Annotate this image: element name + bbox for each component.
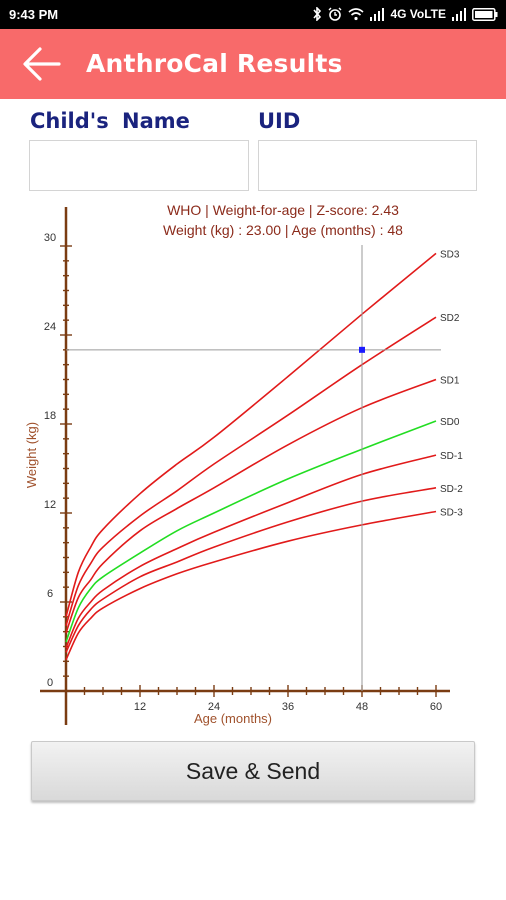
curve-sd0 — [65, 420, 437, 643]
curve-sd3 — [65, 252, 437, 618]
status-time: 9:43 PM — [9, 7, 59, 22]
x-tick-label: 36 — [282, 701, 294, 713]
x-axis-label: Age (months) — [194, 711, 272, 726]
x-tick-label: 48 — [356, 701, 368, 713]
y-axis-label: Weight (kg) — [24, 422, 39, 488]
curve-label-sd1: SD1 — [440, 376, 460, 387]
curve-label-sd2: SD2 — [440, 313, 460, 324]
back-button[interactable] — [18, 43, 66, 85]
status-icons: 4G VoLTE — [312, 7, 498, 21]
child-data-point — [359, 346, 365, 353]
axis-ticks: 12 24 36 48 60 0 6 12 18 24 30 — [44, 232, 442, 713]
curve-sdminus1 — [65, 454, 437, 649]
y-tick-label: 18 — [44, 410, 56, 422]
page-title: AnthroCal Results — [86, 49, 343, 78]
x-tick-label: 12 — [134, 701, 146, 713]
signal-icon — [452, 7, 466, 21]
save-send-button[interactable]: Save & Send — [31, 741, 475, 801]
y-tick-label: 30 — [44, 232, 56, 244]
network-label: 4G VoLTE — [390, 7, 446, 21]
crosshair — [66, 245, 441, 691]
curve-label-sdminus3: SD-3 — [440, 508, 463, 519]
x-tick-label: 24 — [208, 701, 220, 713]
curve-sd2 — [65, 316, 437, 626]
curve-label-sdminus2: SD-2 — [440, 484, 463, 495]
curve-label-sd3: SD3 — [440, 249, 460, 260]
y-tick-label: 12 — [44, 499, 56, 511]
bluetooth-icon — [313, 7, 322, 21]
curve-sd1 — [65, 378, 437, 634]
signal-icon — [370, 7, 385, 21]
weight-for-age-chart: WHO | Weight-for-age | Z-score: 2.43 Wei… — [24, 202, 463, 726]
curve-sdminus3 — [65, 510, 437, 661]
uid-label: UID — [258, 109, 301, 133]
alarm-icon — [328, 7, 342, 21]
child-name-field[interactable] — [29, 140, 249, 191]
sd-curves: SD3 SD2 SD1 SD0 SD-1 SD-2 SD-3 — [65, 249, 463, 661]
y-tick-label: 24 — [44, 321, 56, 333]
child-name-label: Child's Name — [30, 109, 190, 133]
curve-sdminus2 — [65, 487, 437, 653]
curve-label-sd0: SD0 — [440, 417, 460, 428]
y-tick-label: 6 — [47, 588, 53, 600]
uid-field[interactable] — [258, 140, 477, 191]
status-bar: 9:43 PM 4G VoLTE — [0, 0, 506, 29]
chart-title: WHO | Weight-for-age | Z-score: 2.43 — [167, 202, 399, 218]
wifi-icon — [348, 7, 364, 20]
y-tick-label: 0 — [47, 677, 53, 689]
battery-icon — [472, 7, 498, 21]
x-tick-label: 60 — [430, 701, 442, 713]
app-bar: AnthroCal Results — [0, 29, 506, 99]
curve-label-sdminus1: SD-1 — [440, 451, 463, 462]
arrow-back-icon — [23, 47, 61, 81]
chart-subtitle: Weight (kg) : 23.00 | Age (months) : 48 — [163, 222, 403, 238]
